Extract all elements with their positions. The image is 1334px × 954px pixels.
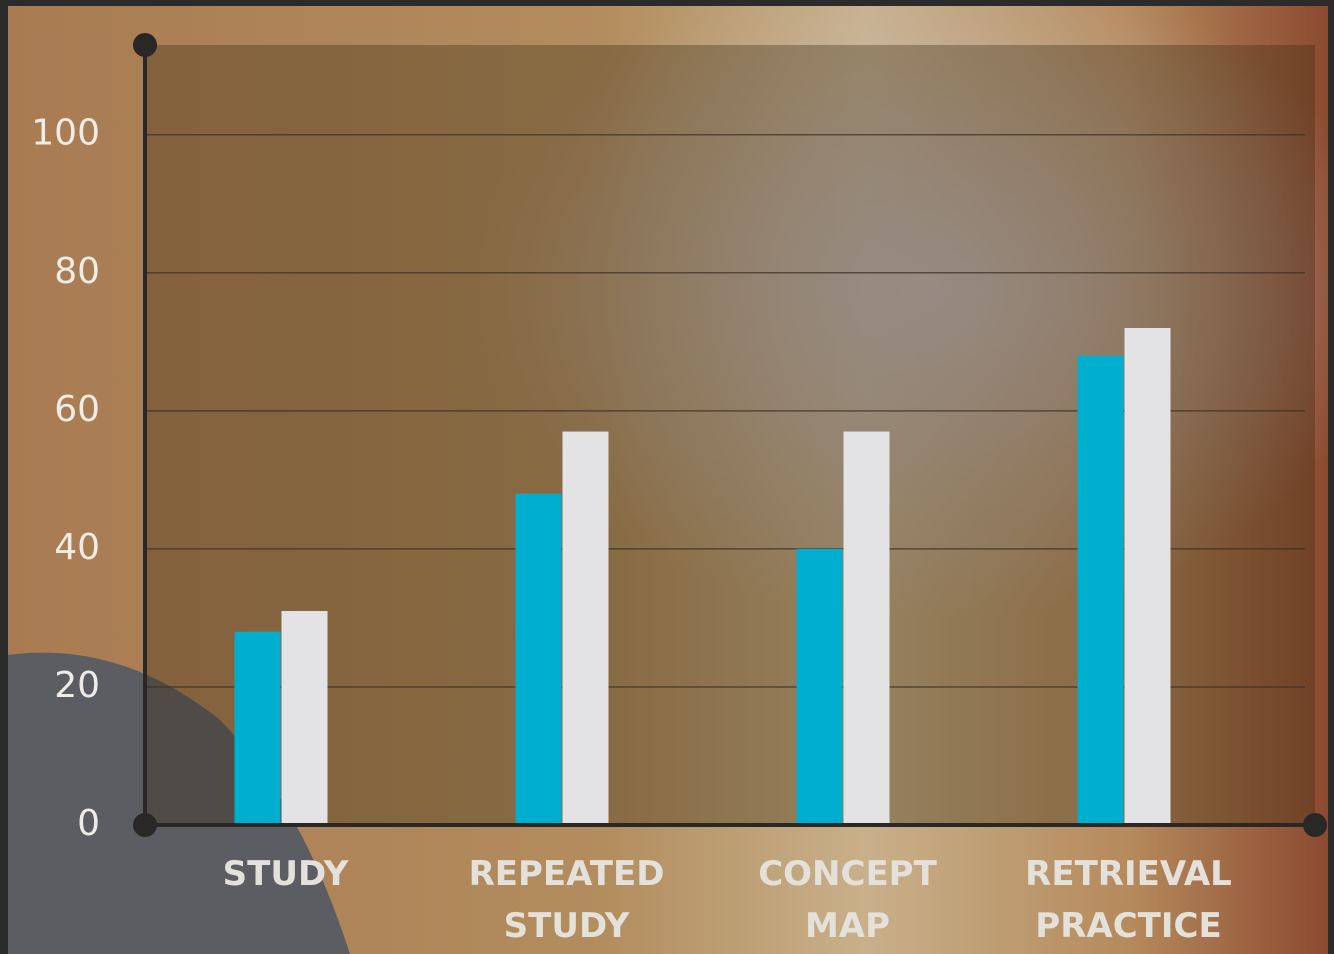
bar	[562, 431, 609, 825]
sweater	[8, 652, 350, 954]
y-tick-label: 80	[54, 251, 100, 292]
x-tick-label: REPEATED STUDY	[468, 854, 665, 946]
axis-dot	[133, 33, 157, 57]
y-tick-label: 0	[77, 803, 100, 844]
y-tick-label: 40	[54, 527, 100, 568]
y-tick-label: 100	[31, 113, 100, 154]
axis-dot	[1303, 813, 1327, 837]
bar	[515, 493, 562, 825]
bar	[843, 431, 890, 825]
x-tick-label: CONCEPT MAP	[758, 854, 937, 946]
y-tick-label: 20	[54, 665, 100, 706]
bar	[281, 611, 328, 825]
bar	[234, 631, 281, 825]
x-tick-label: STUDY	[222, 854, 349, 894]
y-tick-label: 60	[54, 389, 100, 430]
axis-dot	[133, 813, 157, 837]
x-tick-label: RETRIEVAL PRACTICE	[1025, 854, 1232, 946]
bar	[796, 548, 843, 825]
bar	[1124, 328, 1171, 825]
bar	[1077, 355, 1124, 825]
